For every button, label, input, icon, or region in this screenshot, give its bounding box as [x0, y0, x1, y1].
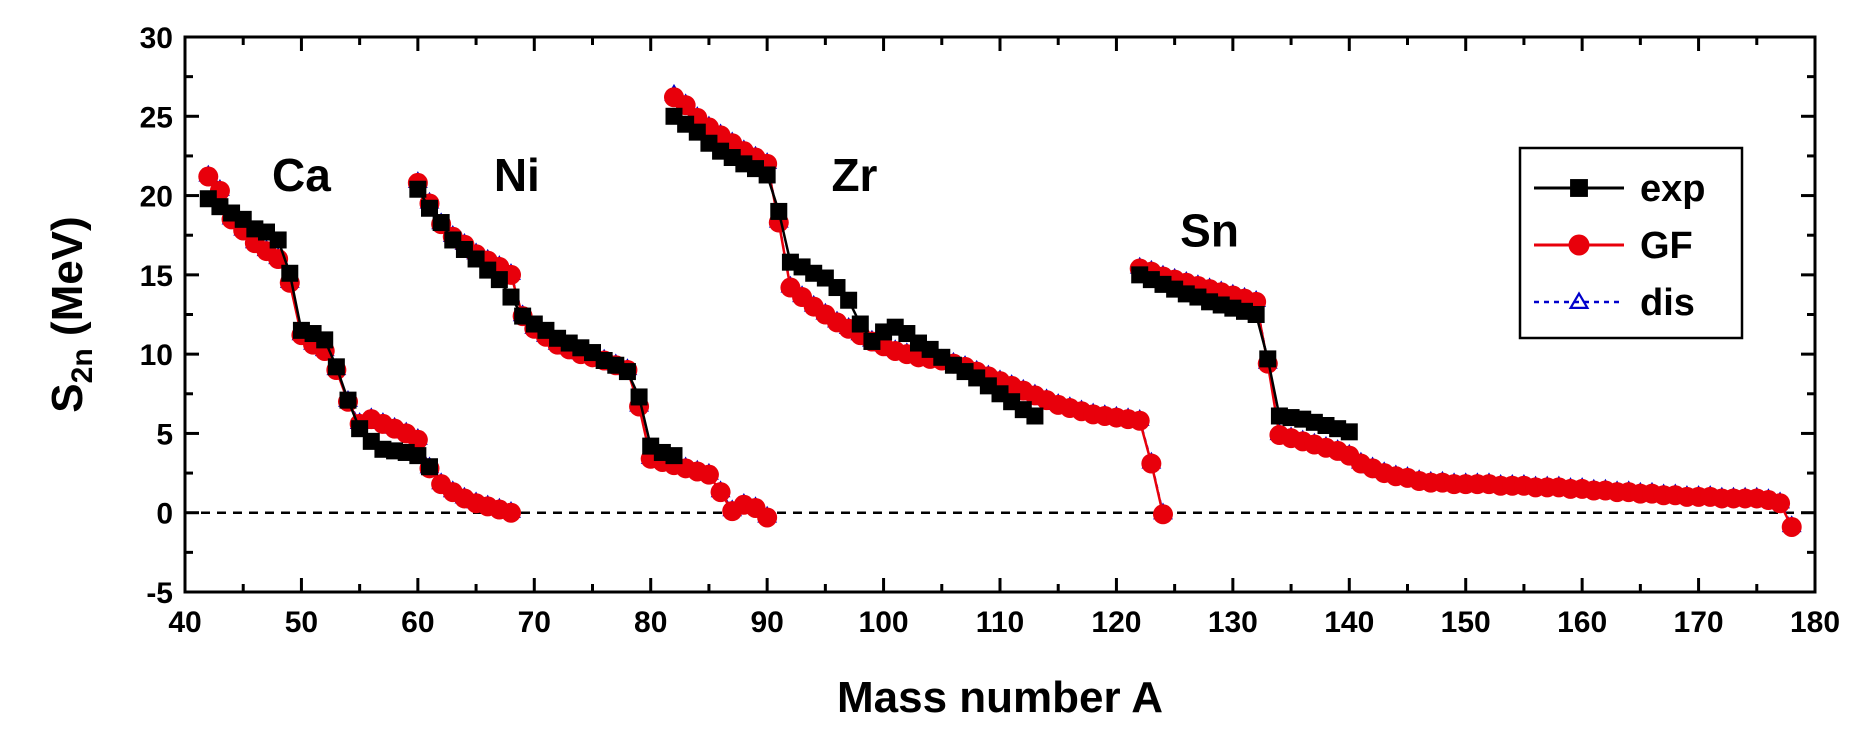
legend-marker-GF [1568, 234, 1590, 256]
GF-point [501, 502, 521, 523]
y-tick-label: 30 [140, 22, 173, 55]
x-tick-label: 50 [285, 606, 318, 639]
x-tick-label: 60 [401, 606, 434, 639]
y-axis-title: S2n (MeV) [43, 216, 99, 412]
exp-point [316, 331, 334, 349]
GF-point [698, 464, 719, 485]
legend-label-exp: exp [1640, 168, 1705, 210]
x-tick-label: 120 [1091, 606, 1141, 639]
GF-point [1781, 516, 1802, 537]
x-tick-label: 180 [1790, 606, 1840, 639]
element-label-ca: Ca [272, 149, 331, 201]
x-tick-label: 70 [518, 606, 551, 639]
y-tick-label: 15 [140, 260, 173, 293]
exp-point [851, 315, 869, 333]
x-tick-label: 80 [634, 606, 667, 639]
exp-point [840, 291, 858, 309]
GF-point [1153, 504, 1173, 525]
exp-point [281, 264, 299, 282]
y-tick-label: -5 [146, 577, 173, 610]
exp-point [327, 358, 345, 376]
exp-point [1026, 407, 1044, 425]
legend-marker-exp [1570, 179, 1588, 197]
x-tick-label: 90 [750, 606, 783, 639]
y-tick-label: 0 [156, 498, 173, 531]
GF-point [757, 507, 778, 528]
GF-point [1141, 453, 1162, 474]
y-axis-title-unit: (MeV) [43, 216, 92, 348]
exp-point [421, 458, 438, 476]
legend-marker-dis [1568, 291, 1590, 309]
x-tick-label: 110 [976, 606, 1024, 639]
legend-box [1518, 146, 1744, 340]
exp-point [630, 388, 648, 406]
exp-point [421, 199, 438, 217]
x-tick-label: 150 [1441, 606, 1491, 639]
exp-point [432, 214, 450, 232]
element-label-ni: Ni [494, 149, 540, 201]
exp-point [758, 166, 776, 184]
exp-point [618, 363, 636, 381]
exp-point [502, 288, 520, 306]
exp-point [1247, 306, 1265, 323]
element-label-zr: Zr [831, 149, 877, 201]
y-tick-label: 25 [140, 101, 173, 134]
GF-point [198, 166, 219, 187]
legend-label-dis: dis [1640, 282, 1695, 324]
legend-label-GF: GF [1640, 225, 1693, 267]
exp-point [1340, 423, 1358, 441]
x-tick-label: 160 [1557, 606, 1607, 639]
exp-point [409, 180, 427, 198]
y-tick-label: 5 [156, 418, 173, 451]
x-tick-label: 140 [1324, 606, 1374, 639]
x-tick-label: 100 [859, 606, 909, 639]
exp-point [269, 231, 287, 249]
element-label-sn: Sn [1180, 204, 1239, 256]
y-axis-title-subscript: 2n [66, 348, 99, 383]
y-axis-title-main: S [43, 383, 92, 412]
x-axis-title: Mass number A [837, 673, 1163, 722]
y-tick-label: 10 [140, 339, 173, 372]
exp-point [665, 447, 683, 465]
x-tick-label: 170 [1674, 606, 1724, 639]
GF-point [710, 482, 731, 503]
exp-point [770, 202, 788, 220]
exp-point [1259, 350, 1277, 368]
GF-point [1129, 410, 1150, 431]
x-tick-label: 130 [1208, 606, 1258, 639]
y-tick-label: 20 [140, 181, 173, 214]
exp-point [490, 271, 508, 289]
exp-point [339, 391, 357, 409]
GF-point [1770, 493, 1791, 514]
x-tick-label: 40 [168, 606, 201, 639]
